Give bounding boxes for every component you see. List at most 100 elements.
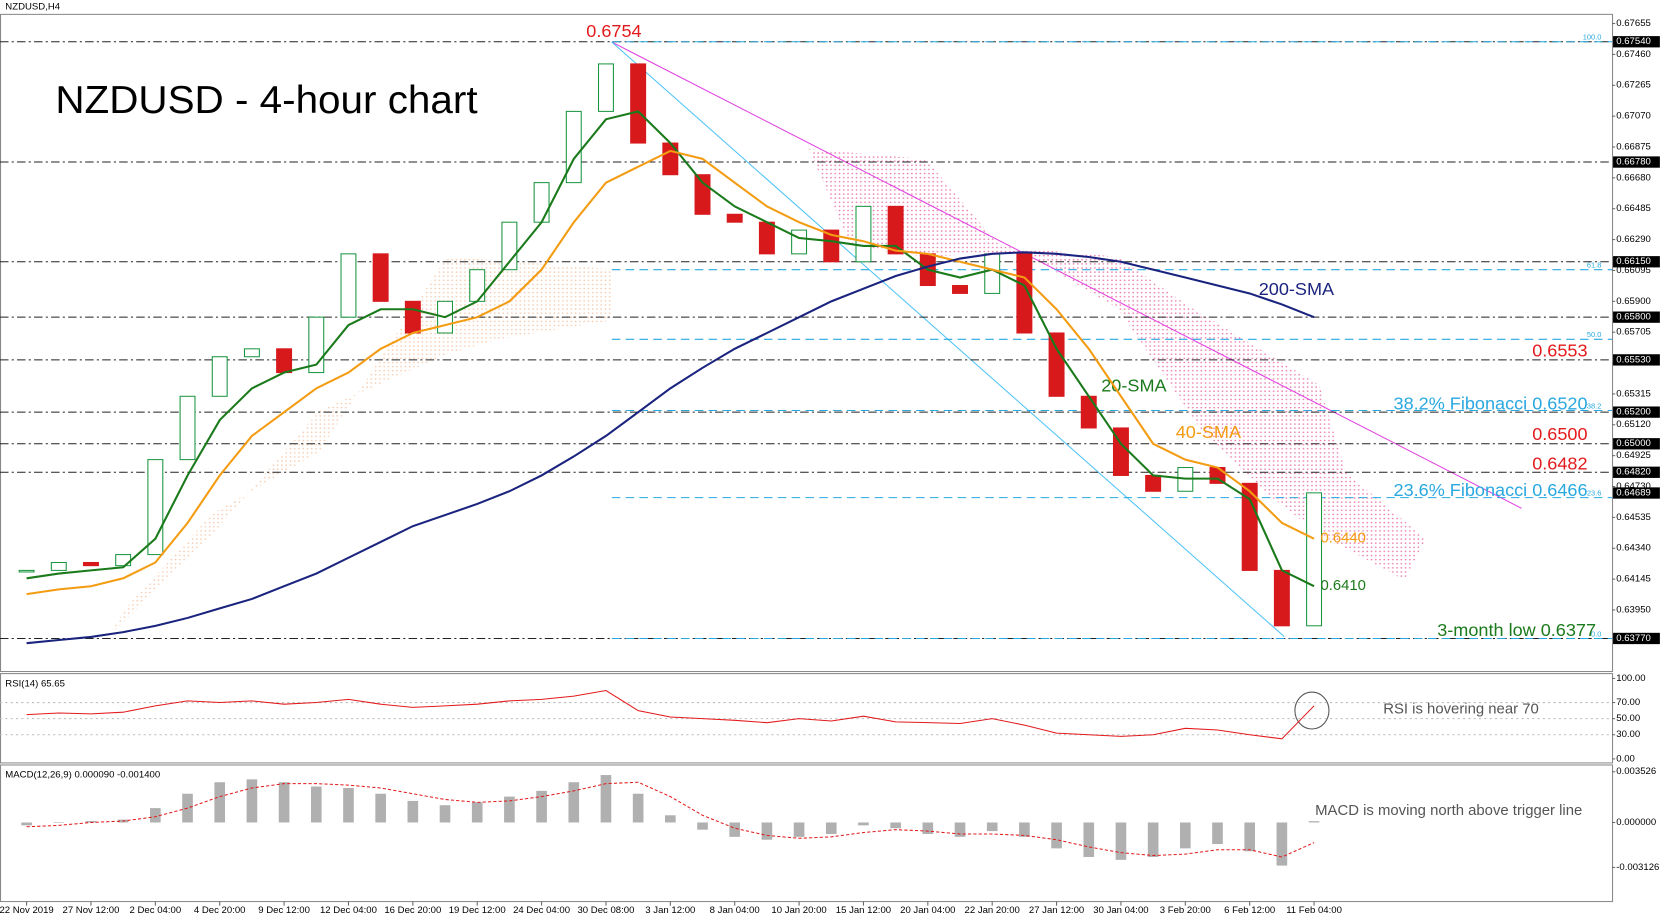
- x-tick-label: 11 Feb 04:00: [1286, 904, 1342, 915]
- candle: [179, 395, 196, 461]
- x-tick-label: 30 Jan 04:00: [1093, 904, 1148, 915]
- annotation: 0.6440: [1320, 531, 1366, 547]
- candle: [984, 253, 1001, 294]
- x-tick-label: 8 Jan 04:00: [710, 904, 760, 915]
- candle: [1145, 474, 1162, 492]
- level-label: 0.64820: [1616, 466, 1651, 477]
- macd-bar: [504, 796, 515, 823]
- candle: [694, 174, 711, 215]
- y-tick-label: 0.64340: [1616, 542, 1651, 553]
- candle: [855, 205, 872, 263]
- macd-bar: [1115, 822, 1127, 860]
- level-label-box: [1613, 354, 1660, 366]
- candle: [952, 284, 968, 294]
- annotation: 3-month low 0.6377: [1437, 620, 1596, 640]
- macd-title: MACD(12,26,9) 0.000090 -0.001400: [5, 769, 160, 780]
- x-tick-label: 22 Nov 2019: [0, 904, 54, 915]
- level-label: 0.65530: [1616, 353, 1651, 364]
- trend-line: [611, 41, 1522, 509]
- macd-bar: [568, 782, 580, 823]
- y-tick-label: 0.67460: [1616, 48, 1651, 59]
- macd-bar: [665, 815, 676, 823]
- candle: [50, 561, 67, 571]
- candle: [1273, 569, 1290, 627]
- x-tick-label: 3 Feb 20:00: [1160, 904, 1211, 915]
- x-tick-label: 30 Dec 08:00: [577, 904, 634, 915]
- macd-bar: [825, 822, 837, 834]
- y-tick-label: 0.67655: [1616, 17, 1651, 28]
- macd-bar: [343, 787, 354, 823]
- candle: [18, 569, 35, 573]
- y-tick-label: 70.00: [1616, 696, 1640, 707]
- last-price-label: 0.64689: [1616, 487, 1651, 498]
- level-label-box: [1613, 256, 1660, 268]
- macd-bar: [954, 822, 966, 837]
- fibonacci-label: 50.0: [1587, 330, 1601, 339]
- candle: [758, 221, 775, 255]
- level-label: 0.67540: [1616, 35, 1651, 46]
- macd-bar: [986, 822, 998, 832]
- x-tick-label: 6 Feb 12:00: [1224, 904, 1275, 915]
- annotation: 0.6482: [1532, 454, 1587, 474]
- x-tick-label: 22 Jan 20:00: [965, 904, 1020, 915]
- macd-bar: [246, 779, 258, 823]
- sma-label: 20-SMA: [1101, 376, 1166, 396]
- macd-bar: [1179, 822, 1191, 849]
- signal-line: [26, 781, 1315, 858]
- sma-label: 200-SMA: [1259, 279, 1335, 299]
- macd-bar: [1244, 822, 1256, 852]
- y-tick-label: 0.64925: [1616, 449, 1651, 460]
- y-tick-label: 100.00: [1616, 672, 1645, 683]
- macd-bar: [536, 790, 547, 823]
- y-tick-label: 50.00: [1616, 712, 1640, 723]
- level-label-box: [1613, 466, 1660, 478]
- ichimoku-cloud: [106, 256, 612, 639]
- annotation: 0.6500: [1532, 424, 1587, 444]
- level-label: 0.66150: [1616, 255, 1651, 266]
- macd-bar: [375, 793, 386, 823]
- candle: [340, 253, 357, 318]
- candle: [823, 229, 840, 263]
- rsi-line: [26, 689, 1315, 740]
- candle: [597, 63, 614, 112]
- sma-line: [26, 110, 1315, 588]
- y-tick-label: 0.003526: [1616, 765, 1656, 776]
- candle: [791, 229, 808, 255]
- y-tick-label: 0.66290: [1616, 233, 1651, 244]
- candle: [1080, 395, 1097, 429]
- macd-panel: [0, 764, 1614, 903]
- macd-bar: [471, 802, 483, 823]
- macd-bar: [1276, 822, 1288, 866]
- macd-bar: [1147, 822, 1159, 857]
- x-tick-label: 10 Jan 20:00: [771, 904, 826, 915]
- y-tick-label: 0.65900: [1616, 295, 1651, 306]
- fibonacci-label: 0.0: [1591, 629, 1601, 638]
- x-tick-label: 27 Nov 12:00: [62, 904, 119, 915]
- fibonacci-label: 61.8: [1587, 261, 1601, 270]
- macd-bar: [922, 822, 934, 834]
- y-tick-label: 0.66680: [1616, 171, 1651, 182]
- annotation: 0.6754: [586, 21, 641, 41]
- y-tick-label: 0.64145: [1616, 573, 1651, 584]
- x-tick-label: 2 Dec 04:00: [130, 904, 182, 915]
- level-label-box: [1613, 36, 1660, 48]
- macd-bar: [1051, 822, 1062, 849]
- main-panel: [0, 13, 1614, 673]
- y-tick-label: 0.66485: [1616, 202, 1651, 213]
- annotation: 23.6% Fibonacci 0.6466: [1394, 480, 1588, 500]
- macd-bar: [439, 805, 451, 823]
- sma-line: [26, 251, 1315, 645]
- level-label: 0.66780: [1616, 156, 1651, 167]
- macd-bar: [85, 821, 97, 823]
- x-tick-label: 27 Jan 12:00: [1029, 904, 1084, 915]
- y-tick-label: 0.67265: [1616, 79, 1651, 90]
- fibonacci-label: 38.2: [1587, 401, 1601, 410]
- y-tick-label: 0.00: [1616, 753, 1635, 764]
- annotation: 38.2% Fibonacci 0.6520: [1394, 394, 1588, 414]
- y-tick-label: 0.65315: [1616, 388, 1651, 399]
- macd-bar: [150, 808, 161, 823]
- macd-bar: [761, 822, 773, 840]
- last-price-box: [1613, 487, 1660, 499]
- macd-bar: [407, 800, 419, 823]
